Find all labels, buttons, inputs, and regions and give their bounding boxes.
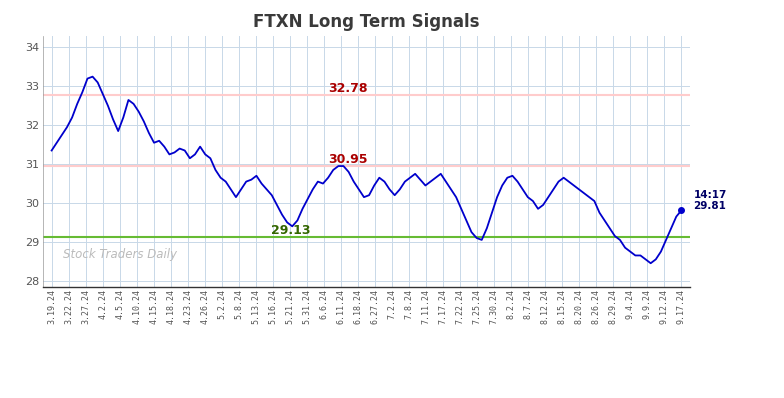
Text: 29.13: 29.13 (271, 224, 310, 237)
Text: 30.95: 30.95 (328, 153, 368, 166)
Title: FTXN Long Term Signals: FTXN Long Term Signals (253, 14, 480, 31)
Text: 32.78: 32.78 (328, 82, 368, 95)
Text: 14:17
29.81: 14:17 29.81 (693, 190, 727, 211)
Text: Stock Traders Daily: Stock Traders Daily (63, 248, 176, 261)
